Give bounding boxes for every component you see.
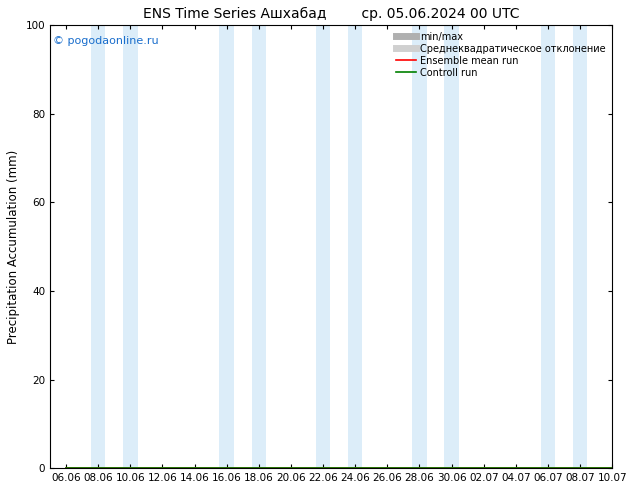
Bar bbox=[91, 25, 105, 468]
Bar bbox=[348, 25, 363, 468]
Bar bbox=[444, 25, 459, 468]
Bar bbox=[573, 25, 587, 468]
Bar bbox=[252, 25, 266, 468]
Bar bbox=[123, 25, 138, 468]
Title: ENS Time Series Ашхабад        ср. 05.06.2024 00 UTC: ENS Time Series Ашхабад ср. 05.06.2024 0… bbox=[143, 7, 519, 21]
Bar bbox=[541, 25, 555, 468]
Bar bbox=[316, 25, 330, 468]
Bar bbox=[219, 25, 234, 468]
Y-axis label: Precipitation Accumulation (mm): Precipitation Accumulation (mm) bbox=[7, 149, 20, 343]
Bar bbox=[412, 25, 427, 468]
Legend: min/max, Среднеквадратическое отклонение, Ensemble mean run, Controll run: min/max, Среднеквадратическое отклонение… bbox=[392, 28, 609, 81]
Text: © pogodaonline.ru: © pogodaonline.ru bbox=[53, 36, 158, 46]
